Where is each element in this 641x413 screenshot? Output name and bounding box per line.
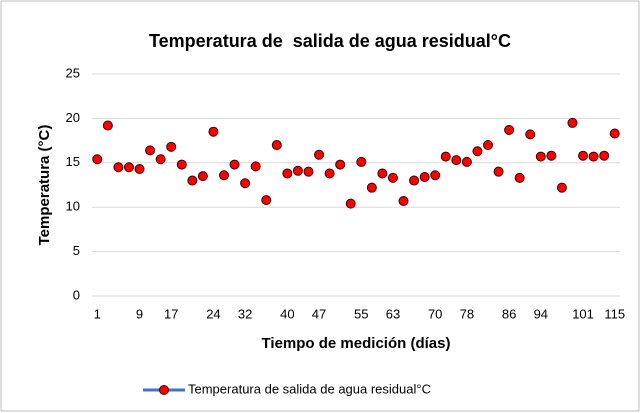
data-point [409,175,420,186]
data-point [292,165,303,176]
data-point [609,128,620,139]
data-point [145,145,156,156]
data-point [556,182,567,193]
data-point [451,155,462,166]
data-point [197,171,208,182]
y-axis-title: Temperatura (°C) [36,125,53,246]
x-tick-label: 24 [206,306,220,321]
x-tick-label: 47 [312,306,326,321]
y-tick-label: 0 [73,287,80,302]
x-tick-label: 32 [238,306,252,321]
data-point [599,150,610,161]
y-tick-label: 5 [73,243,80,258]
data-point [155,154,166,165]
data-point [271,140,282,151]
data-point [504,124,515,135]
y-tick-label: 10 [66,199,80,214]
chart-title: Temperatura de salida de agua residual°C [149,31,511,51]
data-point [377,168,388,179]
data-point [240,178,251,189]
data-point [398,195,409,206]
data-point [525,129,536,140]
x-tick-label: 86 [502,306,516,321]
x-tick-label: 115 [604,306,625,321]
data-point [176,159,187,170]
x-tick-label: 94 [534,306,548,321]
data-point [366,182,377,193]
data-point [92,154,103,165]
data-point [493,166,504,177]
data-point [282,168,293,179]
data-point [345,198,356,209]
data-point [335,159,346,170]
x-tick-label: 78 [460,306,474,321]
data-point [578,150,589,161]
data-point [472,146,483,157]
data-point [588,151,599,162]
x-tick-label: 63 [386,306,400,321]
data-point [134,164,145,175]
data-point [483,140,493,151]
y-tick-label: 25 [66,65,80,80]
data-point [113,162,124,173]
legend-marker [159,385,169,395]
x-tick-label: 101 [572,306,594,321]
data-point [324,168,335,179]
x-tick-label: 40 [280,306,294,321]
data-point [314,149,325,160]
legend-label: Temperatura de salida de agua residual°C [188,381,431,396]
data-point [303,166,314,177]
x-tick-label: 9 [136,306,143,321]
data-point [387,172,398,183]
data-point [356,156,367,167]
data-point [166,141,177,152]
data-point [535,151,546,162]
x-tick-label: 70 [428,306,442,321]
x-axis-title: Tiempo de medición (días) [262,335,451,352]
data-point [250,161,261,172]
data-point [102,120,113,131]
y-tick-label: 15 [66,154,80,169]
x-tick-label: 17 [164,306,178,321]
data-point [440,151,451,162]
data-point [261,195,272,206]
x-tick-label: 1 [94,306,101,321]
data-point [208,126,219,137]
data-point [123,162,134,173]
data-point [546,150,557,161]
x-tick-label: 55 [354,306,368,321]
data-point [219,170,229,181]
data-point [514,172,525,183]
data-point [461,156,472,167]
data-point [567,117,578,128]
y-tick-label: 20 [66,110,80,125]
data-point [430,170,441,181]
data-point [419,172,430,183]
data-point [187,175,198,186]
data-point [229,159,240,170]
